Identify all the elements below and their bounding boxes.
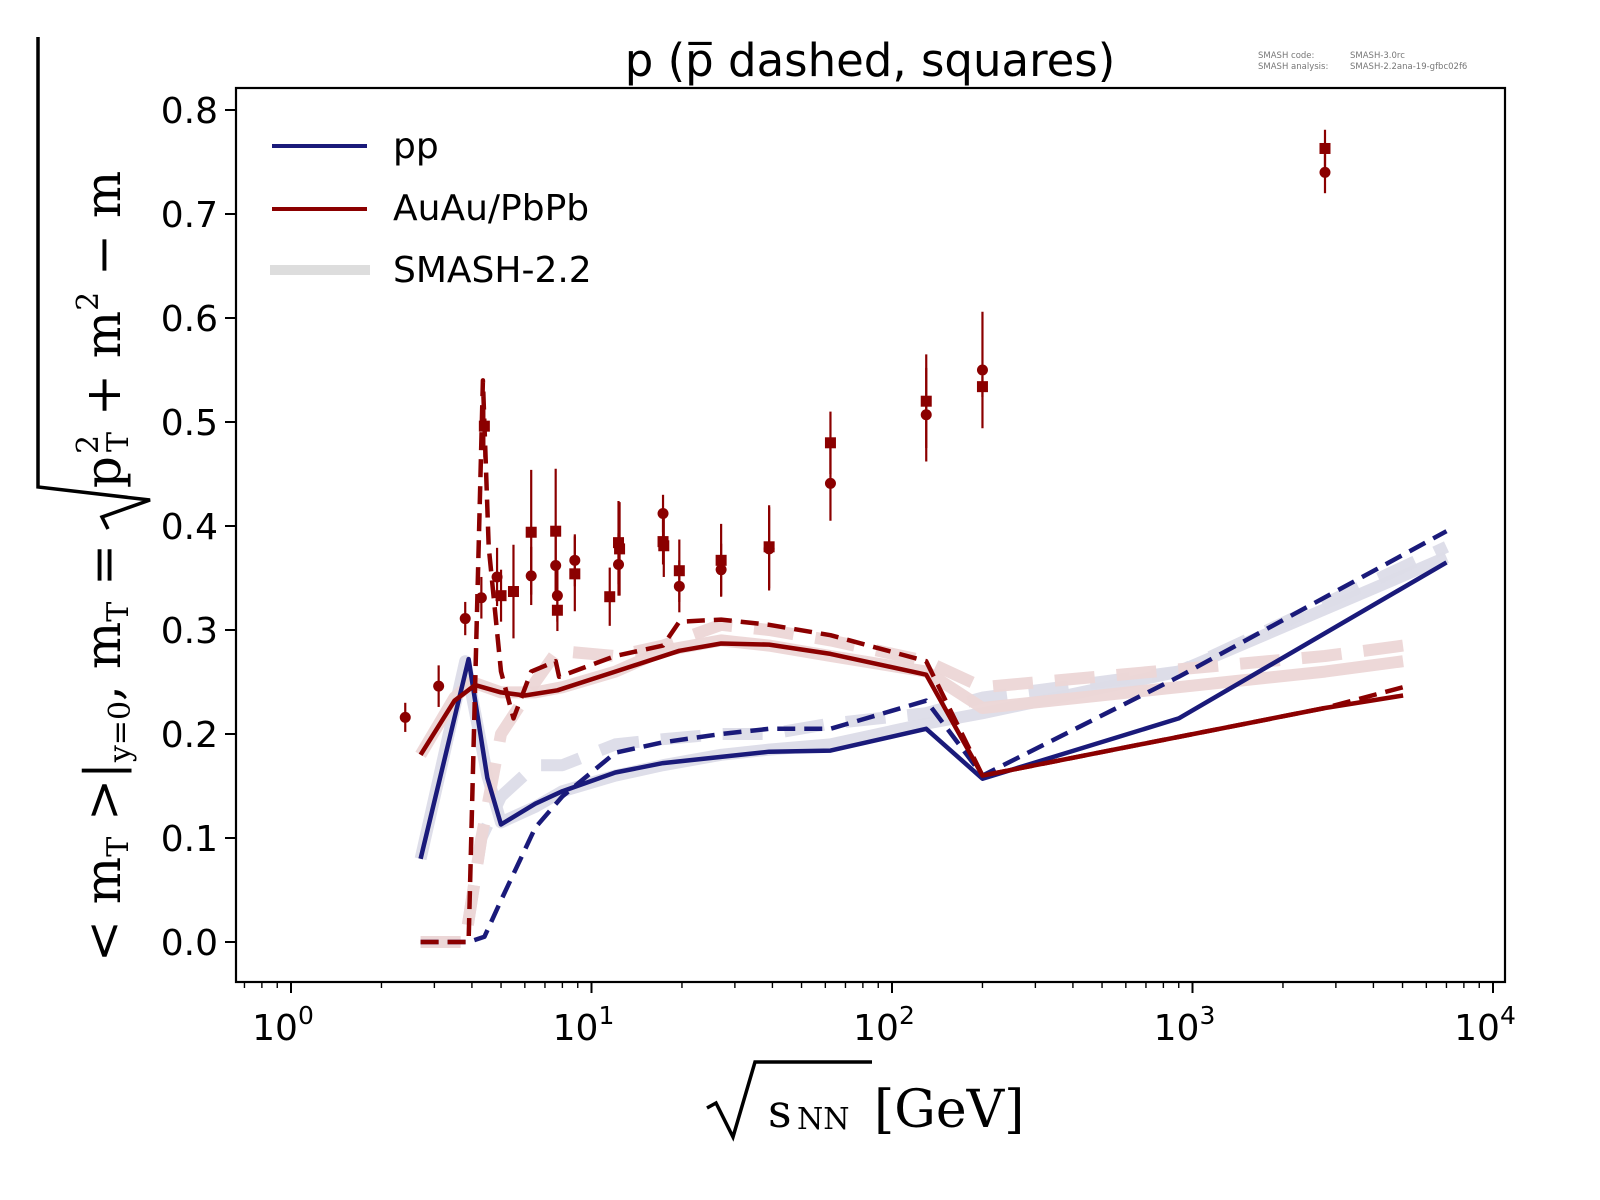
y-axis-label-text: < mT >|y=0, mT = p2T + m2 − m [71, 171, 138, 962]
x-tick-label: 103 [1154, 1001, 1216, 1049]
square-marker [824, 437, 836, 449]
square-marker [658, 540, 670, 552]
x-axis-label-sqrt-sign [706, 1060, 872, 1142]
y-tick-label: 0.2 [161, 715, 218, 756]
square-marker [551, 604, 563, 616]
x-tick-label: 102 [853, 1001, 915, 1049]
series-line-pp-p [418, 560, 1448, 860]
x-axis: 100 101 102 103 104 [243, 982, 1516, 1049]
legend-label-auau-pbpb: AuAu/PbPb [393, 188, 589, 229]
legend-label-smash: SMASH-2.2 [393, 250, 592, 291]
data-point-antiproton [525, 469, 537, 595]
square-marker [495, 590, 507, 602]
data-point-proton [475, 576, 487, 619]
data-point-antiproton [715, 523, 727, 597]
data-point-proton [399, 702, 411, 732]
x-axis-label-unit: [GeV] [874, 1080, 1024, 1140]
smash-analysis-value: SMASH-2.2ana-19-gfbc02f6 [1350, 62, 1467, 72]
y-tick-label: 0.1 [161, 819, 218, 860]
data-point-antiproton [763, 505, 775, 589]
data-point-antiproton [673, 539, 685, 602]
y-tick-label: 0.5 [161, 403, 218, 444]
legend-item-pp: pp [272, 126, 439, 167]
square-marker [525, 526, 537, 538]
circle-marker [399, 711, 411, 723]
smash-version-annotation: SMASH code: SMASH-3.0rc SMASH analysis: … [1258, 51, 1467, 72]
data-point-proton [976, 311, 988, 429]
plot-frame [234, 86, 1507, 984]
legend-item-auau-pbpb: AuAu/PbPb [272, 188, 589, 229]
smash-code-label: SMASH code: [1258, 51, 1314, 61]
data-point-antiproton [569, 536, 581, 612]
square-marker [550, 525, 562, 537]
data-point-antiproton [604, 567, 616, 626]
y-tick-label: 0.7 [161, 195, 218, 236]
y-axis-label: < mT >|y=0, mT = p2T + m2 − m [36, 37, 151, 962]
square-marker [763, 541, 775, 553]
series-layer [414, 378, 1450, 948]
circle-marker [976, 364, 988, 376]
smash-analysis-label: SMASH analysis: [1258, 62, 1328, 72]
y-tick-label: 0.6 [161, 299, 218, 340]
y-axis-label-sqrt-sign [36, 37, 151, 530]
y-axis: 0.0 0.1 0.2 0.3 0.4 0.5 0.6 0.7 0.8 [161, 91, 236, 964]
data-point-antiproton [824, 411, 836, 474]
circle-marker [459, 613, 471, 625]
circle-marker [824, 477, 836, 489]
y-tick-label: 0.3 [161, 611, 218, 652]
square-marker [569, 568, 581, 580]
circle-marker [433, 680, 445, 692]
x-axis-label-s: s [768, 1084, 792, 1138]
circle-marker [491, 571, 503, 583]
square-marker [920, 395, 932, 407]
y-tick-label: 0.8 [161, 91, 218, 132]
data-points-layer [399, 129, 1331, 732]
data-point-antiproton [550, 468, 562, 594]
x-tick-label: 100 [252, 1001, 314, 1049]
data-point-antiproton [614, 502, 626, 596]
data-point-antiproton [551, 589, 563, 632]
smash-code-value: SMASH-3.0rc [1350, 51, 1405, 61]
x-tick-label: 101 [553, 1001, 615, 1049]
square-marker [604, 591, 616, 603]
data-point-antiproton [1319, 129, 1331, 168]
data-point-proton [459, 601, 471, 636]
data-point-antiproton [495, 569, 507, 622]
circle-marker [475, 592, 487, 604]
data-point-antiproton [478, 394, 490, 458]
data-point-antiproton [507, 544, 519, 639]
square-marker [614, 543, 626, 555]
series-line-smash-2-2-pp-pbar [420, 541, 1450, 948]
data-point-proton [433, 665, 445, 707]
square-marker [478, 420, 490, 432]
series-line-auau-pbpb-pbar [420, 378, 1404, 945]
legend-label-pp: pp [393, 126, 439, 167]
data-point-antiproton [920, 354, 932, 448]
circle-marker [1319, 166, 1331, 178]
legend: pp AuAu/PbPb SMASH-2.2 [270, 126, 592, 291]
chart-title: p (p̅ dashed, squares) [625, 34, 1116, 87]
square-marker [673, 565, 685, 577]
circle-marker [657, 508, 669, 520]
x-tick-label: 104 [1454, 1001, 1516, 1049]
data-point-antiproton [658, 514, 670, 577]
square-marker [507, 586, 519, 598]
x-axis-label-sub: NN [797, 1102, 850, 1137]
legend-item-smash: SMASH-2.2 [270, 250, 592, 291]
data-point-antiproton [976, 376, 988, 398]
square-marker [976, 381, 988, 393]
y-tick-label: 0.4 [161, 507, 218, 548]
square-marker [1319, 142, 1331, 154]
square-marker [715, 554, 727, 566]
y-tick-label: 0.0 [161, 923, 218, 964]
x-axis-label: s NN [GeV] [706, 1060, 1024, 1142]
